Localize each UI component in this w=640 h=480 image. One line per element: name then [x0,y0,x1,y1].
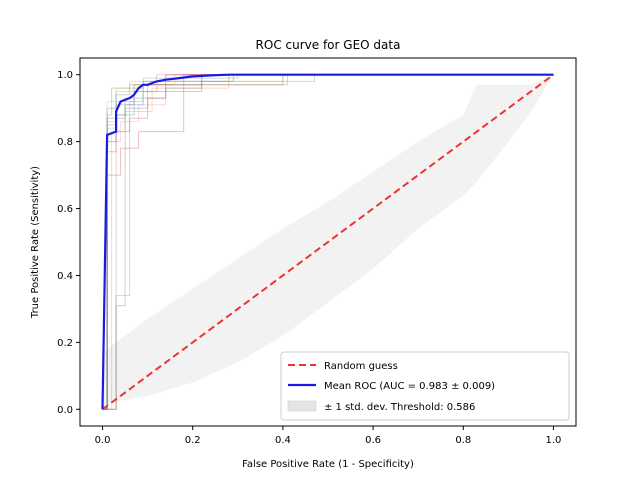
y-axis-label: True Positive Rate (Sensitivity) [30,166,41,319]
fold-curve-1 [102,74,554,410]
fold-curve-4 [102,74,554,410]
random-guess-line [101,73,555,411]
mean-roc-line [101,73,554,410]
x-tick-label: 1.0 [546,435,562,446]
legend-label-mean-roc: Mean ROC (AUC = 0.983 ± 0.009) [324,381,495,392]
y-tick-label: 0.8 [57,137,73,148]
y-tick-label: 0.0 [57,405,73,416]
fold-curve-11 [102,74,554,410]
y-ticks: 0.0 0.2 0.4 0.6 0.8 1.0 [57,70,80,416]
x-tick-label: 0.2 [185,435,201,446]
y-tick-label: 0.2 [57,338,73,349]
fold-curve-10 [102,74,554,410]
plot-frame [79,57,577,427]
x-ticks: 0.0 0.2 0.4 0.6 0.8 1.0 [95,426,562,446]
legend: Random guess Mean ROC (AUC = 0.983 ± 0.0… [280,351,570,421]
fold-curve-14 [102,74,554,410]
x-tick-label: 0.8 [455,435,471,446]
x-tick-label: 0.4 [275,435,291,446]
legend-swatch-std-band [287,400,317,412]
legend-label-std-band: ± 1 std. dev. Threshold: 0.586 [324,402,475,413]
series-layer [101,73,555,411]
fold-curve-12 [102,74,554,410]
fold-curve-0 [102,74,554,410]
legend-box [280,351,570,421]
fold-curve-9 [102,74,554,410]
x-tick-label: 0.6 [365,435,381,446]
x-axis-label: False Positive Rate (1 - Specificity) [242,459,414,470]
y-tick-label: 0.6 [57,204,73,215]
y-tick-label: 0.4 [57,271,73,282]
fold-curve-13 [102,74,554,410]
chart-title: ROC curve for GEO data [256,38,401,52]
fold-curve-2 [102,74,554,410]
x-tick-label: 0.0 [95,435,111,446]
fold-curve-5 [102,74,554,410]
fold-curve-8 [102,74,554,410]
legend-label-random-guess: Random guess [324,361,398,372]
y-tick-label: 1.0 [57,70,73,81]
fold-curve-6 [102,74,554,410]
fold-curves-layer [102,74,554,410]
